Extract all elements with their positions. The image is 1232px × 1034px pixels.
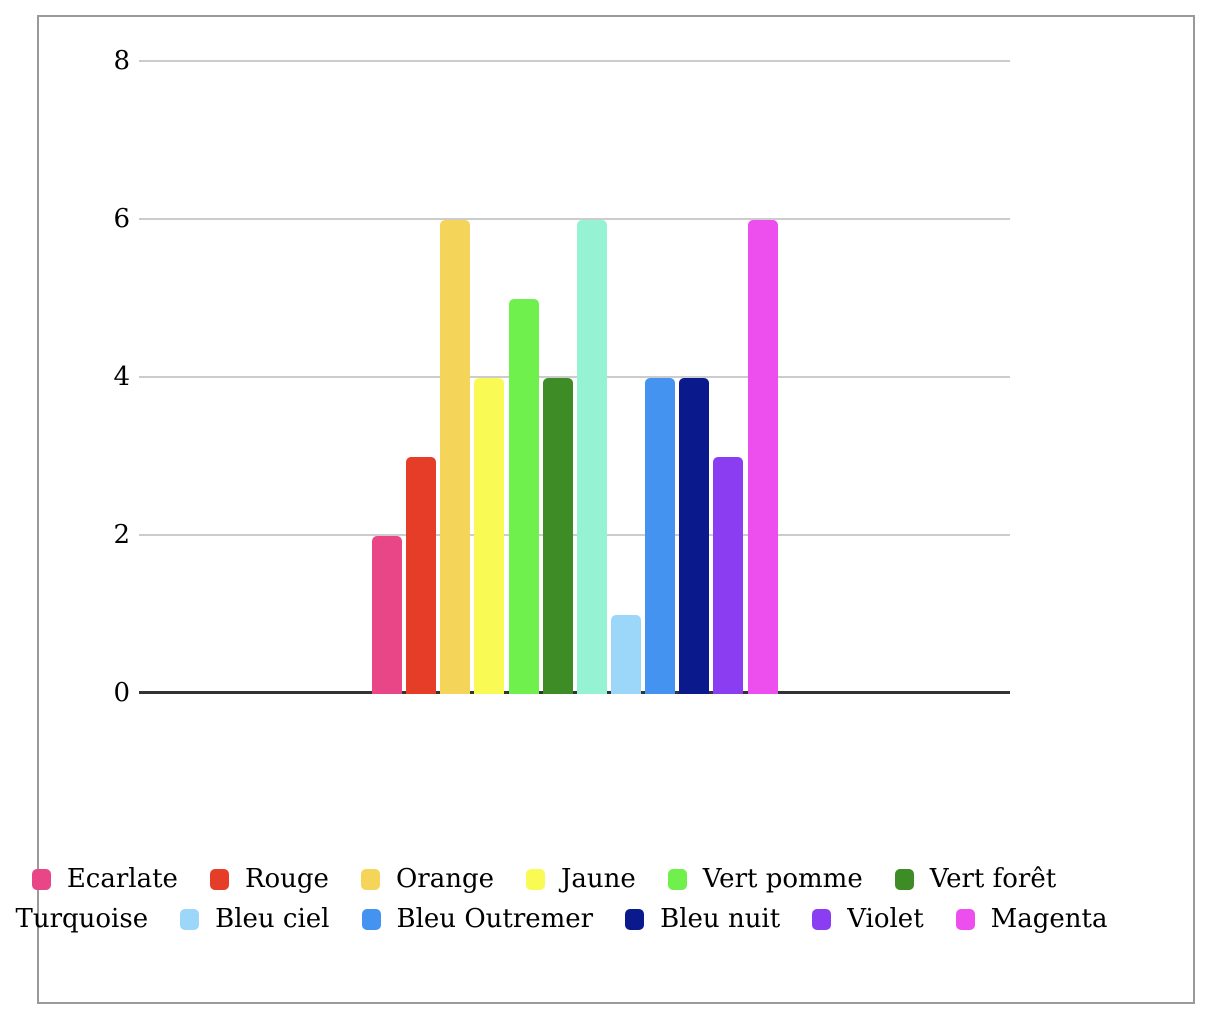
legend-row-1: Ecarlate Rouge Orange Jaune Vert pomme Vert f… [31, 860, 1056, 899]
legend-row-2: Turquoise Bleu ciel Bleu Outremer Bleu nuit… [15, 900, 1107, 939]
legend-swatch-bleu-nuit [625, 909, 645, 930]
y-tick-label-6: 6 [113, 204, 130, 234]
legend-label: Bleu nuit [660, 904, 781, 934]
bar-rouge[interactable] [406, 457, 436, 694]
bar-magenta[interactable] [748, 220, 778, 694]
legend-label: Turquoise [15, 904, 149, 934]
legend-label: Vert forêt [929, 864, 1057, 894]
legend-label: Ecarlate [66, 864, 178, 894]
gridline-y8 [139, 60, 1010, 62]
bar-ecarlate[interactable] [372, 536, 402, 694]
bar-violet[interactable] [713, 457, 743, 694]
legend-swatch-vert-pomme [667, 869, 687, 890]
legend-item-orange[interactable]: Orange [360, 860, 494, 899]
legend-label: Violet [847, 904, 924, 934]
legend-swatch-ecarlate [31, 869, 51, 890]
bar-bleu-ciel[interactable] [611, 615, 641, 694]
gridline-y6 [139, 218, 1010, 220]
y-tick-label-2: 2 [113, 520, 130, 550]
legend-item-turquoise[interactable]: Turquoise [0, 900, 148, 939]
bar-jaune[interactable] [474, 378, 504, 694]
y-tick-label-8: 8 [113, 46, 130, 76]
gridline-y2 [139, 534, 1010, 536]
bar-bleu-outremer[interactable] [645, 378, 675, 694]
legend-item-magenta[interactable]: Magenta [955, 900, 1108, 939]
legend-swatch-violet [812, 909, 832, 930]
legend-label: Bleu Outremer [396, 904, 594, 934]
legend-item-rouge[interactable]: Rouge [209, 860, 329, 899]
legend-label: Bleu ciel [215, 904, 330, 934]
legend-label: Magenta [990, 904, 1108, 934]
legend-swatch-bleu-outremer [361, 909, 381, 930]
legend-swatch-rouge [209, 869, 229, 890]
legend-swatch-jaune [525, 869, 545, 890]
chart-frame: 0 2 4 6 8 Ecarlate Rouge Orange Jaune Vert pomme… [15, 15, 1195, 1004]
bar-turquoise[interactable] [577, 220, 607, 694]
legend-swatch-bleu-ciel [180, 909, 200, 930]
legend-item-bleu-ciel[interactable]: Bleu ciel [180, 900, 330, 939]
legend-label: Jaune [560, 864, 636, 894]
legend-swatch-magenta [955, 909, 975, 930]
legend-item-violet[interactable]: Violet [812, 900, 924, 939]
x-axis-line [139, 691, 1010, 694]
legend: Ecarlate Rouge Orange Jaune Vert pomme Vert f… [15, 860, 1107, 939]
bar-vert-pomme[interactable] [509, 299, 539, 694]
y-tick-label-0: 0 [113, 678, 130, 708]
legend-item-vert-foret[interactable]: Vert forêt [894, 860, 1057, 899]
bar-orange[interactable] [440, 220, 470, 694]
legend-label: Rouge [244, 864, 329, 894]
legend-item-ecarlate[interactable]: Ecarlate [31, 860, 178, 899]
legend-item-vert-pomme[interactable]: Vert pomme [667, 860, 863, 899]
plot-area: 0 2 4 6 8 [39, 17, 1193, 1002]
gridline-y4 [139, 376, 1010, 378]
legend-item-bleu-outremer[interactable]: Bleu Outremer [361, 900, 594, 939]
y-tick-label-4: 4 [113, 362, 130, 392]
bar-vert-foret[interactable] [543, 378, 573, 694]
legend-swatch-orange [360, 869, 380, 890]
legend-swatch-vert-foret [894, 869, 914, 890]
legend-label: Vert pomme [702, 864, 863, 894]
legend-item-jaune[interactable]: Jaune [525, 860, 636, 899]
legend-label: Orange [395, 864, 494, 894]
bar-bleu-nuit[interactable] [679, 378, 709, 694]
legend-item-bleu-nuit[interactable]: Bleu nuit [625, 900, 780, 939]
